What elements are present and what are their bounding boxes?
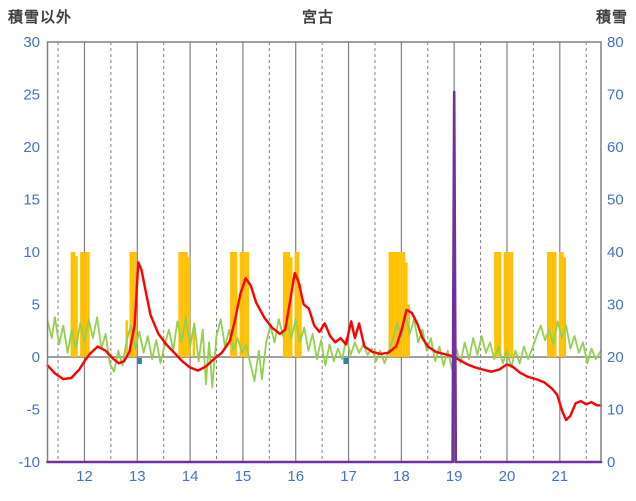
left-axis-tick-label: 0 bbox=[32, 349, 40, 366]
sunshine-bar bbox=[388, 252, 391, 357]
sunshine-bar bbox=[393, 252, 396, 357]
x-axis-tick-label: 14 bbox=[182, 468, 199, 485]
sunshine-bar bbox=[187, 257, 191, 357]
sunshine-bar bbox=[192, 330, 195, 357]
sunshine-bar bbox=[232, 252, 235, 357]
sunshine-bar bbox=[246, 252, 250, 357]
left-axis-tick-label: 20 bbox=[23, 139, 40, 156]
right-axis-tick-label: 70 bbox=[607, 87, 624, 104]
left-axis-tick-label: 30 bbox=[23, 34, 40, 51]
x-axis-tick-label: 18 bbox=[393, 468, 410, 485]
left-axis-tick-label: 10 bbox=[23, 244, 40, 261]
sunshine-bar bbox=[558, 252, 562, 357]
sunshine-bars bbox=[70, 252, 567, 357]
sunshine-bar bbox=[498, 252, 502, 357]
sunshine-bar bbox=[546, 252, 550, 357]
sunshine-bar bbox=[395, 252, 399, 357]
sunshine-bar bbox=[554, 252, 557, 357]
sunshine-bar bbox=[82, 252, 85, 357]
sunshine-bar bbox=[70, 252, 73, 357]
sunshine-bar bbox=[402, 252, 406, 357]
right-axis-tick-label: 60 bbox=[607, 139, 624, 156]
overlay-line bbox=[46, 90, 603, 464]
sunshine-bar bbox=[549, 252, 552, 357]
sunshine-bar bbox=[244, 252, 247, 357]
sunshine-bar bbox=[299, 283, 302, 357]
sunshine-bar bbox=[180, 252, 184, 357]
sunshine-bar bbox=[290, 257, 293, 357]
blue-mark bbox=[343, 358, 349, 364]
x-axis-tick-label: 20 bbox=[499, 468, 516, 485]
red-line bbox=[46, 261, 603, 422]
x-axis-tick-label: 17 bbox=[340, 468, 357, 485]
sunshine-bar bbox=[506, 252, 509, 357]
sunshine-bar bbox=[296, 252, 300, 357]
x-axis-tick-label: 12 bbox=[76, 468, 93, 485]
blue-mark bbox=[136, 358, 142, 364]
sunshine-bar bbox=[282, 252, 286, 357]
data-lines bbox=[46, 261, 603, 422]
sunshine-bar bbox=[72, 252, 76, 357]
left-axis-tick-label: -10 bbox=[18, 454, 40, 471]
sunshine-bar bbox=[551, 252, 555, 357]
sunshine-bar bbox=[239, 252, 242, 357]
sunshine-bar bbox=[241, 252, 245, 357]
right-axis-tick-label: 80 bbox=[607, 34, 624, 51]
sunshine-bar bbox=[390, 252, 394, 357]
sunshine-bar bbox=[129, 252, 132, 357]
sunshine-bar bbox=[84, 252, 88, 357]
sunshine-bar bbox=[131, 252, 135, 357]
sunshine-bar bbox=[183, 252, 186, 357]
chart-title: 宮古 bbox=[301, 9, 334, 26]
sunshine-bar bbox=[185, 252, 188, 357]
sunshine-bar bbox=[496, 252, 499, 357]
left-axis-tick-label: 5 bbox=[32, 297, 40, 314]
sunshine-bar bbox=[285, 252, 288, 357]
right-axis-tick-label: 50 bbox=[607, 192, 624, 209]
x-axis-tick-label: 21 bbox=[551, 468, 568, 485]
x-axis-tick-label: 13 bbox=[129, 468, 146, 485]
right-axis-tick-label: 0 bbox=[607, 454, 615, 471]
sunshine-bar bbox=[563, 257, 567, 357]
right-axis-tick-label: 10 bbox=[607, 402, 624, 419]
x-axis-tick-label: 15 bbox=[235, 468, 252, 485]
left-axis-tick-label: 15 bbox=[23, 192, 40, 209]
sunshine-bar bbox=[400, 252, 403, 357]
sunshine-bar bbox=[561, 252, 564, 357]
right-axis-tick-label: 30 bbox=[607, 297, 624, 314]
sunshine-bar bbox=[230, 252, 233, 357]
right-axis-tick-label: 20 bbox=[607, 349, 624, 366]
sunshine-bar bbox=[510, 252, 514, 357]
sunshine-bar bbox=[508, 252, 511, 357]
right-axis-title: 積雪 bbox=[595, 9, 628, 26]
x-axis-tick-label: 19 bbox=[446, 468, 463, 485]
left-axis-title: 積雪以外 bbox=[8, 9, 73, 26]
sunshine-bar bbox=[503, 252, 507, 357]
purple-line bbox=[46, 90, 603, 464]
x-axis-tick-label: 16 bbox=[287, 468, 304, 485]
right-axis-tick-label: 40 bbox=[607, 244, 624, 261]
sunshine-bar bbox=[494, 252, 497, 357]
green-line bbox=[46, 314, 602, 389]
sunshine-bar bbox=[398, 252, 401, 357]
sunshine-bar bbox=[294, 252, 297, 357]
sunshine-bar bbox=[75, 256, 78, 357]
left-axis-tick-label: -5 bbox=[27, 402, 40, 419]
sunshine-bar bbox=[87, 252, 90, 357]
sunshine-bar bbox=[178, 252, 181, 357]
left-axis-tick-label: 25 bbox=[23, 87, 40, 104]
sunshine-bar bbox=[80, 252, 83, 357]
sunshine-bar bbox=[234, 252, 238, 357]
